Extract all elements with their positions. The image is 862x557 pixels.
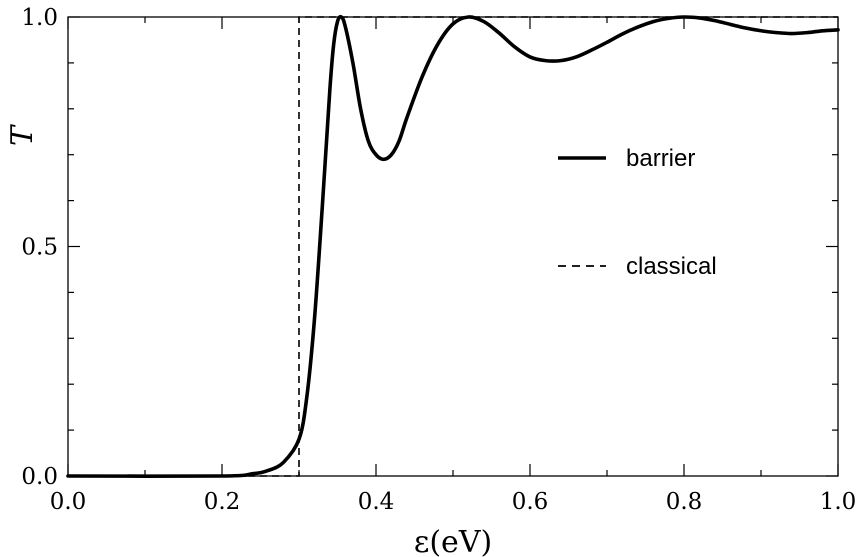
- y-tick-label: 0.5: [21, 235, 58, 261]
- legend-label-classical: classical: [626, 253, 717, 280]
- series-layer: [66, 14, 840, 478]
- x-axis-label: ε(eV): [414, 525, 492, 557]
- axis-ticks: [67, 16, 839, 477]
- x-tick-label: 1.0: [820, 489, 857, 515]
- y-axis-label: T: [5, 124, 40, 146]
- series-line-classical: [68, 16, 838, 477]
- x-tick-label: 0.4: [358, 489, 395, 515]
- tick-labels: 0.0 0.2 0.4 0.6 0.8 1.0 0.0 0.5 1.0: [21, 5, 856, 515]
- plot-frame: [67, 16, 839, 477]
- x-tick-label: 0.6: [512, 489, 549, 515]
- y-tick-label: 1.0: [21, 5, 58, 31]
- legend-label-barrier: barrier: [626, 145, 695, 172]
- x-tick-label: 0.2: [204, 489, 241, 515]
- y-tick-label: 0.0: [21, 464, 58, 490]
- legend: barrier classical: [558, 145, 717, 280]
- x-tick-label: 0.0: [50, 489, 87, 515]
- x-tick-label: 0.8: [666, 489, 703, 515]
- series-line-barrier: [66, 14, 840, 478]
